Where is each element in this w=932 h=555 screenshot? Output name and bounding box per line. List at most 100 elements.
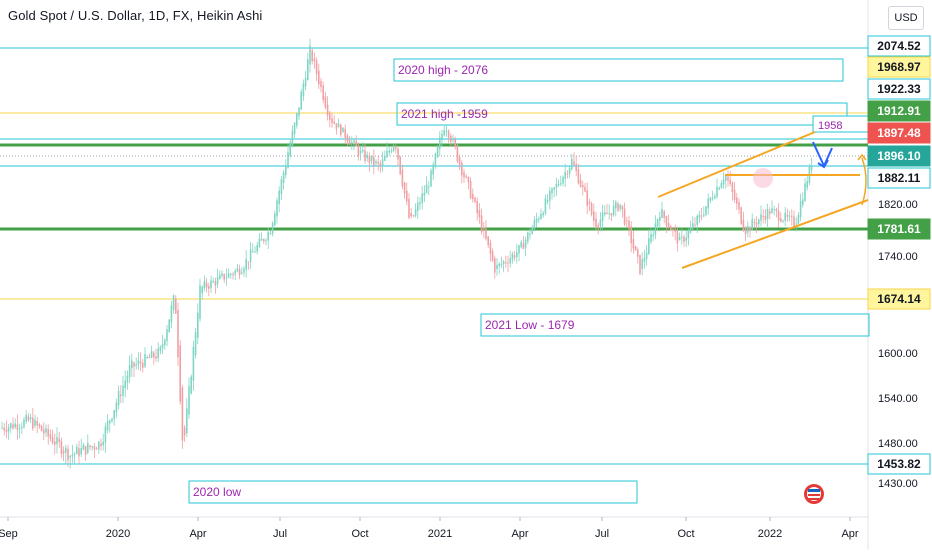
candle-body (630, 226, 632, 244)
candle-body (139, 361, 142, 364)
candle-body (810, 166, 813, 171)
candle-body (324, 96, 327, 108)
candle-body (357, 145, 360, 156)
candle-body (348, 139, 351, 145)
candle-body (100, 443, 102, 446)
candle-body (549, 191, 551, 201)
annotation-2020-low[interactable]: 2020 low (188, 480, 638, 504)
candle-body (65, 447, 67, 453)
candle-body (106, 421, 109, 431)
candle-body (18, 428, 21, 430)
candle-body (5, 429, 8, 433)
time-tick-label: 2021 (428, 528, 452, 540)
candle-body (467, 177, 470, 183)
candle-body (762, 215, 764, 217)
price-axis[interactable]: 1430.001480.001540.001600.001680.001740.… (878, 199, 918, 490)
candle-body (71, 454, 74, 457)
candle-body (733, 189, 736, 201)
candle-body (557, 184, 560, 186)
time-axis[interactable]: Sep 2020 Apr Jul Oct 2021 Apr Jul Oct 2022 Apr (0, 517, 859, 540)
candle-body (326, 104, 329, 116)
candle-body (304, 77, 307, 87)
price-tick-label: 1600.00 (878, 348, 918, 360)
candle-body (729, 179, 731, 185)
price-tag[interactable]: 1897.48 (867, 122, 931, 144)
candle-body (12, 424, 14, 429)
candle-body (566, 173, 569, 175)
candle-body (441, 133, 443, 141)
country-flag-icon[interactable] (804, 484, 824, 504)
annotation-2021-low[interactable]: 2021 Low - 1679 (480, 313, 870, 337)
channel-upper-line[interactable] (657, 131, 816, 198)
projection-arrow[interactable] (861, 157, 867, 206)
candle-body (412, 215, 415, 217)
candle-body (315, 60, 318, 75)
price-tag[interactable]: 1453.82 (867, 453, 931, 475)
candle-body (359, 150, 362, 154)
candle-body (454, 139, 456, 147)
channel-lower-line[interactable] (681, 199, 869, 269)
price-tag[interactable]: 2074.52 (867, 35, 931, 57)
annotation-2021-high[interactable]: 2021 high -1959 (396, 102, 848, 126)
annotation-1958[interactable]: 1958 (812, 115, 870, 133)
candle-body (564, 171, 566, 179)
annotation-2020-high[interactable]: 2020 high - 2076 (393, 58, 844, 82)
candle-body (496, 265, 498, 269)
candle-body (700, 215, 703, 217)
candle-body (40, 425, 43, 431)
candle-body (667, 223, 670, 228)
down-arrow-drawing[interactable] (812, 141, 833, 169)
price-tag[interactable]: 1912.91 (867, 100, 931, 122)
price-tag[interactable]: 1781.61 (867, 218, 931, 240)
candle-body (344, 128, 346, 138)
price-tag-label: 2074.52 (877, 39, 921, 53)
price-tag[interactable]: 1882.11 (867, 167, 931, 189)
price-tag-bg (867, 78, 931, 100)
candlestick-series (1, 38, 813, 469)
price-tag[interactable]: 1922.33 (867, 78, 931, 100)
price-tag-bg (867, 122, 931, 144)
candle-body (148, 357, 151, 358)
candle-body (474, 197, 476, 202)
candle-body (478, 210, 481, 218)
candle-body (626, 220, 628, 222)
candle-body (709, 197, 712, 201)
candle-body (157, 348, 159, 358)
price-tag-label: 1912.91 (877, 104, 921, 118)
candle-body (722, 179, 725, 185)
candle-body (483, 227, 485, 229)
candle-body (799, 201, 802, 218)
candle-body (153, 352, 155, 358)
candle-body (296, 113, 298, 126)
price-tag[interactable]: 1674.14 (867, 288, 931, 310)
candle-body (791, 215, 793, 217)
candle-body (7, 427, 10, 432)
candle-body (542, 212, 544, 216)
candle-body (650, 234, 652, 243)
candle-body (725, 175, 727, 181)
candle-body (403, 182, 406, 194)
candle-body (707, 198, 709, 209)
annotation-text: 2020 low (193, 485, 241, 499)
candle-body (500, 264, 503, 265)
price-tag[interactable]: 1968.97 (867, 56, 931, 78)
candle-body (597, 224, 599, 227)
candle-body (802, 199, 804, 205)
candle-body (60, 441, 63, 455)
candle-body (628, 220, 630, 229)
candle-body (769, 211, 771, 214)
candle-body (49, 434, 52, 439)
candle-body (214, 281, 217, 286)
candle-body (428, 186, 430, 188)
trend-channel[interactable] (657, 131, 869, 269)
candle-body (146, 357, 148, 358)
price-tag[interactable]: 1896.10 (867, 145, 931, 167)
candle-body (551, 188, 553, 194)
time-tick-label: Oct (677, 528, 694, 540)
price-tag-bg (867, 218, 931, 240)
candle-body (104, 426, 107, 443)
currency-button[interactable]: USD (888, 6, 924, 30)
candle-body (131, 360, 133, 369)
candle-body (758, 219, 760, 225)
